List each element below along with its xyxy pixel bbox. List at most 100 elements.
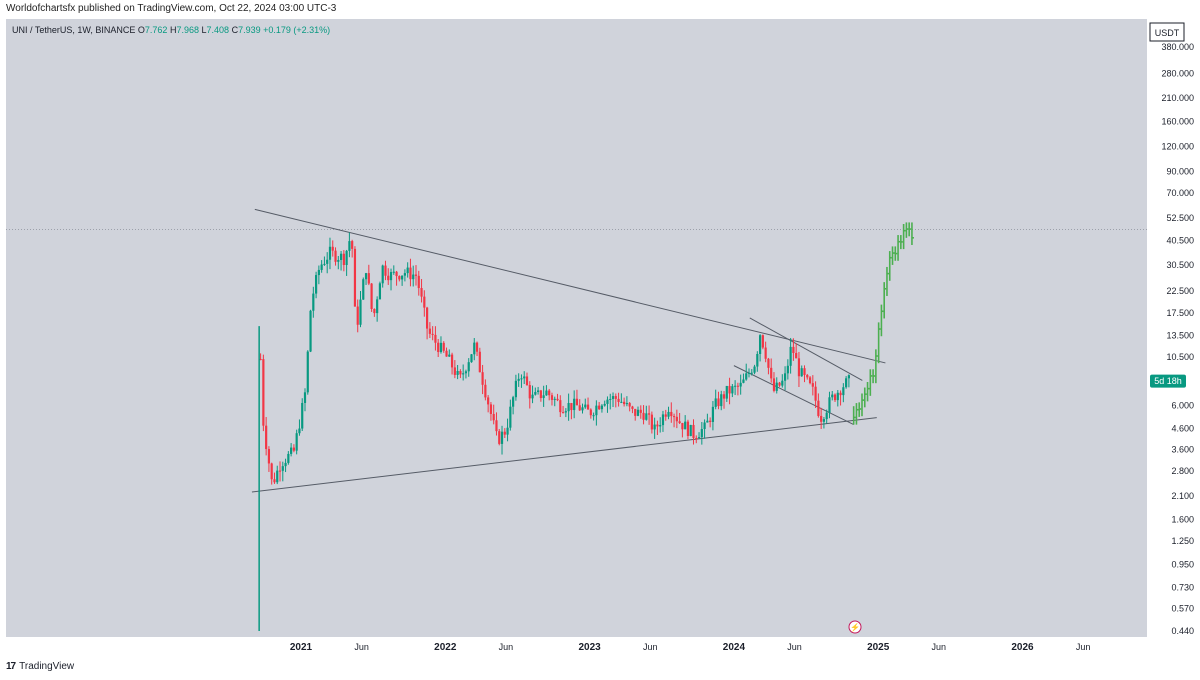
- candle-body: [631, 406, 634, 409]
- candle-body: [267, 449, 271, 464]
- candle-body: [642, 412, 645, 420]
- candle-body: [603, 403, 606, 406]
- candle-body: [536, 390, 540, 392]
- candle-body: [817, 400, 820, 416]
- candle-body: [836, 392, 839, 401]
- candle-body: [362, 279, 365, 300]
- time-axis[interactable]: [6, 637, 1147, 656]
- price-tick-label: 0.440: [1171, 626, 1194, 636]
- candle-body: [459, 370, 462, 375]
- candle-body: [742, 379, 745, 383]
- candle-body: [534, 391, 537, 395]
- chart-pane[interactable]: [6, 19, 1147, 656]
- candle-body: [478, 351, 481, 373]
- candle-body: [847, 375, 850, 379]
- candle-body: [559, 400, 562, 413]
- candle-body: [301, 402, 304, 429]
- high-label: H: [169, 25, 177, 35]
- price-tick-label: 13.500: [1166, 330, 1194, 340]
- time-tick-label: Jun: [1076, 642, 1091, 652]
- candle-body: [492, 413, 495, 421]
- price-tick-label: 1.250: [1171, 536, 1194, 546]
- candle-body: [259, 358, 262, 360]
- candle-body: [695, 437, 698, 439]
- time-ticks-layer: 2021 Jun 2022 Jun 2023 Jun 2024 Jun 2025 Jun 2026 J…: [290, 642, 1090, 653]
- candle-body: [623, 401, 626, 405]
- candle-body: [611, 396, 615, 399]
- candle-body: [567, 402, 570, 412]
- trendline-wedge-lower[interactable]: [733, 365, 854, 426]
- time-tick-label: Jun: [932, 642, 947, 652]
- candle-body: [689, 424, 692, 437]
- candle-body: [786, 365, 789, 374]
- candle-body: [811, 383, 814, 387]
- candle-body: [636, 409, 640, 416]
- price-tick-label: 90.000: [1166, 166, 1194, 176]
- candle-body: [498, 431, 501, 444]
- candle-body: [548, 390, 551, 396]
- countdown-badge-text: 5d 18h: [1154, 376, 1182, 386]
- candle-body: [609, 398, 612, 400]
- candle-body: [661, 414, 665, 426]
- candle-body: [634, 408, 637, 416]
- candle-body: [750, 372, 753, 374]
- candle-body: [373, 308, 376, 314]
- candle-body: [401, 275, 404, 280]
- candle-body: [781, 380, 784, 386]
- candle-body: [317, 269, 320, 276]
- trendline-upper-descending[interactable]: [254, 208, 886, 364]
- candle-body: [348, 241, 351, 251]
- candle-body: [337, 259, 340, 262]
- candle-body: [709, 420, 712, 422]
- candle-body: [381, 265, 384, 284]
- candle-body: [512, 397, 515, 407]
- event-marker-icon[interactable]: [848, 620, 862, 634]
- candle-body: [417, 275, 420, 289]
- candle-body: [808, 377, 812, 384]
- candle-body: [450, 354, 454, 368]
- candle-body: [314, 275, 318, 294]
- time-tick-label: 2025: [867, 642, 890, 653]
- candle-body: [306, 351, 309, 393]
- candle-body: [542, 395, 545, 399]
- candle-body: [589, 409, 592, 416]
- candle-body: [739, 382, 742, 387]
- candle-body: [672, 416, 676, 418]
- candle-body: [570, 402, 573, 411]
- candle-body: [370, 283, 373, 309]
- candle-body: [625, 403, 628, 405]
- trendline-wedge-upper[interactable]: [749, 317, 863, 381]
- candle-body: [273, 479, 276, 483]
- candle-body: [303, 392, 307, 403]
- trendline-lower-ascending[interactable]: [251, 417, 877, 493]
- candle-body: [292, 447, 295, 451]
- candle-body: [323, 263, 326, 265]
- candles-layer: [258, 232, 850, 631]
- candle-body: [395, 271, 398, 277]
- time-tick-label: 2024: [723, 642, 746, 653]
- candle-body: [342, 253, 345, 266]
- candle-body: [581, 407, 584, 411]
- candle-body: [684, 421, 687, 430]
- candle-body: [392, 271, 395, 273]
- trendlines-layer: [6, 208, 1147, 493]
- candle-body: [467, 362, 470, 372]
- candle-body: [686, 421, 690, 437]
- candle-body: [653, 424, 656, 430]
- candle-body: [345, 250, 348, 266]
- currency-box[interactable]: [1149, 22, 1185, 42]
- high-value: 7.968: [176, 25, 199, 35]
- candle-body: [720, 394, 723, 407]
- candle-body: [509, 406, 512, 428]
- price-tick-label: 2.800: [1171, 466, 1194, 476]
- candle-body: [495, 420, 498, 432]
- candle-body: [445, 350, 448, 357]
- price-axis[interactable]: [1147, 19, 1200, 656]
- candle-body: [825, 412, 828, 420]
- candle-body: [617, 398, 620, 402]
- candle-body: [489, 404, 493, 414]
- candle-body: [795, 353, 798, 359]
- candle-body: [797, 358, 801, 377]
- price-tick-label: 0.950: [1171, 560, 1194, 570]
